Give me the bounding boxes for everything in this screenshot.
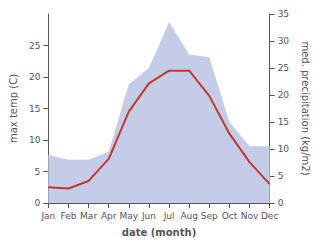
svg-text:25: 25 xyxy=(278,63,289,73)
svg-text:30: 30 xyxy=(278,36,290,46)
svg-text:date (month): date (month) xyxy=(122,227,196,238)
svg-text:Jun: Jun xyxy=(141,211,156,221)
svg-text:May: May xyxy=(120,211,139,221)
svg-text:20: 20 xyxy=(29,72,41,82)
svg-text:Oct: Oct xyxy=(222,211,238,221)
svg-text:20: 20 xyxy=(278,90,290,100)
svg-text:15: 15 xyxy=(29,104,40,114)
svg-text:5: 5 xyxy=(35,167,41,177)
svg-text:Mar: Mar xyxy=(80,211,97,221)
svg-text:Dec: Dec xyxy=(261,211,278,221)
svg-text:Aug: Aug xyxy=(180,211,198,221)
svg-text:0: 0 xyxy=(278,198,284,208)
svg-text:10: 10 xyxy=(29,135,41,145)
svg-text:Sep: Sep xyxy=(201,211,218,221)
svg-text:Nov: Nov xyxy=(241,211,259,221)
svg-text:Jan: Jan xyxy=(40,211,55,221)
svg-text:35: 35 xyxy=(278,9,289,19)
svg-text:25: 25 xyxy=(29,41,40,51)
svg-text:Feb: Feb xyxy=(61,211,77,221)
svg-text:Jul: Jul xyxy=(163,211,175,221)
svg-text:5: 5 xyxy=(278,171,284,181)
svg-text:max temp (C): max temp (C) xyxy=(8,74,19,143)
svg-text:0: 0 xyxy=(35,198,41,208)
svg-text:Apr: Apr xyxy=(101,211,117,221)
svg-text:10: 10 xyxy=(278,144,290,154)
svg-text:med. precipitation (kg/m2): med. precipitation (kg/m2) xyxy=(300,41,311,175)
svg-text:15: 15 xyxy=(278,117,289,127)
